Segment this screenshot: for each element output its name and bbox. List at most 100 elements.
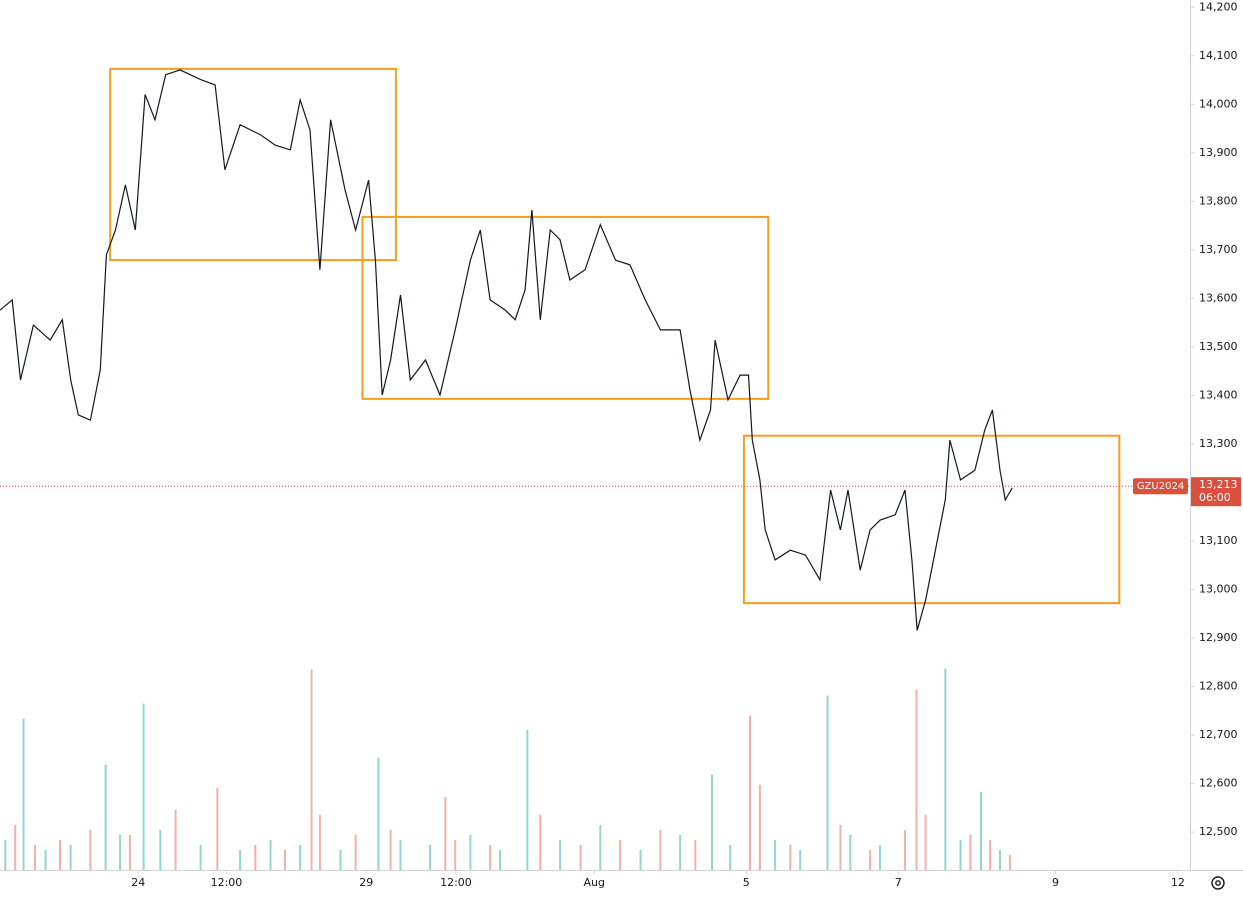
y-tick-label: 13,500 [1199, 340, 1238, 353]
volume-bar [989, 839, 992, 870]
volume-bar [639, 849, 642, 870]
volume-bar [915, 689, 918, 870]
volume-bar [729, 844, 732, 870]
volume-bar [980, 791, 983, 870]
volume-bar [774, 839, 777, 870]
volume-bar [239, 849, 242, 870]
volume-bar [199, 844, 202, 870]
volume-bar [389, 829, 392, 870]
volume-bar [904, 829, 907, 870]
volume-bar [849, 834, 852, 870]
volume-bar [694, 839, 697, 870]
y-tick-label: 12,600 [1199, 777, 1238, 790]
volume-bar [711, 774, 714, 870]
y-tick-label: 14,100 [1199, 49, 1238, 62]
volume-bar [283, 849, 286, 870]
volume-bar [33, 844, 36, 870]
y-tick-label: 12,700 [1199, 728, 1238, 741]
y-tick-label: 13,800 [1199, 194, 1238, 207]
y-tick-label: 12,800 [1199, 680, 1238, 693]
volume-bar [789, 844, 792, 870]
volume-bar [526, 729, 529, 870]
volume-bar [959, 839, 962, 870]
rectangle-drawing [742, 434, 1121, 605]
x-tick-label: 12:00 [211, 876, 243, 889]
volume-bar [339, 849, 342, 870]
volume-bar [44, 849, 47, 870]
volume-bar [318, 814, 321, 870]
volume-bar [489, 844, 492, 870]
price-layer [0, 69, 1190, 631]
volume-bar [869, 849, 872, 870]
volume-bar [104, 764, 107, 870]
volume-bar [269, 839, 272, 870]
y-tick-label: 12,500 [1199, 825, 1238, 838]
volume-bar [377, 757, 380, 870]
rectangle-drawing [109, 67, 397, 262]
volume-bar [89, 829, 92, 870]
volume-bar [469, 834, 472, 870]
volume-bar [310, 669, 313, 870]
price-label-bg [1191, 477, 1241, 507]
volume-bar [619, 839, 622, 870]
volume-bar [254, 844, 257, 870]
y-tick-label: 13,900 [1199, 146, 1238, 159]
volume-bar [14, 824, 17, 870]
volume-bar [174, 809, 177, 870]
volume-layer [4, 668, 1011, 870]
volume-bar [924, 814, 927, 870]
volume-bar [559, 839, 562, 870]
volume-bar [299, 844, 302, 870]
x-tick-label: 9 [1052, 876, 1059, 889]
y-tick-label: 13,100 [1199, 534, 1238, 547]
volume-bar [399, 839, 402, 870]
axes-layer: 12,500 12,600 12,700 12,800 12,900 13,000 13,1… [131, 0, 1241, 889]
volume-bar [59, 839, 62, 870]
volume-bar [969, 834, 972, 870]
x-tick-label: 12:00 [440, 876, 472, 889]
price-line [0, 69, 1013, 631]
volume-bar [579, 844, 582, 870]
rectangle-drawing [361, 215, 770, 400]
y-tick-label: 12,900 [1199, 631, 1238, 644]
volume-bar [839, 824, 842, 870]
y-tick-label: 14,000 [1199, 97, 1238, 110]
x-tick-label: 7 [895, 876, 902, 889]
volume-bar [142, 703, 145, 870]
volume-bar [659, 829, 662, 870]
y-tick-label: 13,300 [1199, 437, 1238, 450]
symbol-label-bg [1133, 478, 1188, 495]
countdown-label: 06:00 [1199, 491, 1231, 504]
volume-bar [599, 824, 602, 870]
volume-bar [799, 849, 802, 870]
x-tick-label: 12 [1171, 876, 1185, 889]
x-tick-label: 5 [743, 876, 750, 889]
settings-button[interactable] [1211, 876, 1225, 890]
volume-bar [444, 796, 447, 870]
volume-bar [758, 784, 761, 870]
y-tick-label: 14,200 [1199, 0, 1238, 13]
volume-bar [354, 834, 357, 870]
volume-bar [679, 834, 682, 870]
volume-bar [69, 844, 72, 870]
y-tick-label: 13,400 [1199, 388, 1238, 401]
volume-bar [499, 849, 502, 870]
last-price-label: 13,213 [1199, 478, 1238, 491]
y-tick-label: 13,000 [1199, 583, 1238, 596]
volume-bar [749, 715, 752, 870]
x-tick-label: 24 [131, 876, 145, 889]
volume-bar [216, 787, 219, 870]
volume-bar [944, 668, 947, 870]
drawings-layer [109, 67, 1121, 605]
x-tick-label: Aug [583, 876, 604, 889]
y-tick-label: 13,700 [1199, 243, 1238, 256]
volume-bar [826, 695, 829, 870]
volume-bar [4, 839, 7, 870]
volume-bar [999, 849, 1002, 870]
volume-bar [429, 844, 432, 870]
volume-bar [454, 839, 457, 870]
volume-bar [539, 814, 542, 870]
volume-bar [119, 834, 122, 870]
volume-bar [128, 834, 131, 870]
